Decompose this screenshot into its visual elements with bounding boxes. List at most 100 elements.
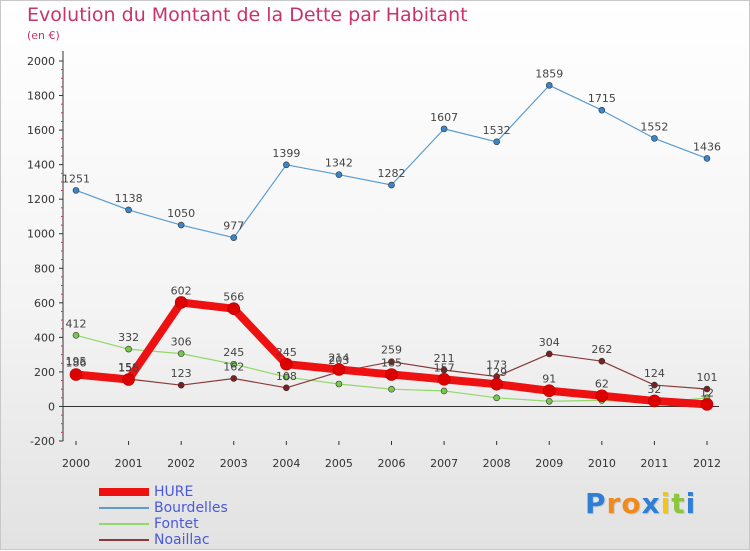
data-label-bourdelles: 1607 (430, 111, 458, 124)
data-label-noaillac: 259 (381, 344, 402, 357)
data-point-hure (280, 357, 293, 371)
data-label-noaillac: 203 (328, 354, 349, 367)
chart-subtitle: (en €) (27, 29, 60, 42)
logo-letter: P (585, 487, 607, 520)
y-tick-label: 600 (34, 297, 55, 310)
legend-swatch (99, 539, 149, 541)
data-label-bourdelles: 1859 (535, 67, 563, 80)
data-label-bourdelles: 1251 (62, 172, 90, 185)
data-point-noaillac (703, 385, 711, 393)
x-tick-label: 2007 (430, 457, 458, 470)
x-tick-label: 2012 (693, 457, 721, 470)
data-label-bourdelles: 1342 (325, 157, 353, 170)
data-point-noaillac (651, 381, 658, 389)
data-point-hure (542, 384, 556, 398)
data-label-fontet: 412 (66, 317, 87, 330)
x-tick-label: 2005 (325, 457, 353, 470)
chart-title: Evolution du Montant de la Dette par Hab… (27, 4, 468, 26)
data-label-noaillac: 124 (644, 367, 665, 380)
data-point-bourdelles (703, 155, 711, 162)
logo-letter: t (671, 487, 686, 520)
data-point-bourdelles (651, 135, 658, 142)
y-tick-label: 200 (34, 366, 55, 379)
data-point-noaillac (598, 357, 606, 365)
data-label-noaillac: 304 (539, 336, 560, 349)
y-tick-label: 1200 (27, 193, 55, 206)
logo-letter: r (606, 487, 622, 520)
data-point-fontet (177, 350, 185, 357)
data-label-hure: 602 (171, 284, 192, 297)
data-label-hure: 129 (486, 366, 507, 379)
data-point-bourdelles (72, 187, 80, 194)
data-point-fontet (72, 331, 80, 339)
data-point-fontet (230, 360, 238, 368)
data-label-noaillac: 173 (486, 359, 507, 372)
data-point-hure (122, 373, 135, 386)
data-label-noaillac: 262 (591, 343, 612, 356)
data-point-hure (227, 302, 241, 315)
data-point-hure (332, 363, 346, 376)
data-label-hure: 566 (223, 291, 244, 304)
legend-label: HURE (154, 484, 194, 500)
data-point-bourdelles (125, 206, 132, 214)
x-tick-label: 2008 (483, 457, 511, 470)
y-tick-label: 1800 (27, 90, 55, 103)
data-label-fontet: 306 (171, 336, 192, 349)
data-label-bourdelles: 1138 (115, 192, 143, 205)
y-tick-label: 400 (34, 331, 55, 344)
logo-letter: i (685, 487, 697, 520)
x-tick-label: 2010 (588, 457, 616, 470)
data-label-fontet: 332 (118, 331, 139, 344)
data-label-hure: 62 (595, 378, 609, 391)
logo-letter: x (641, 487, 661, 520)
data-point-fontet (283, 373, 290, 381)
data-label-fontet: 245 (223, 346, 244, 359)
data-point-hure (69, 368, 83, 381)
data-point-bourdelles (598, 106, 606, 114)
data-label-hure: 185 (381, 357, 402, 370)
legend-label: Fontet (154, 516, 199, 532)
y-tick-label: 800 (34, 262, 55, 275)
data-point-noaillac (388, 358, 395, 366)
legend-label: Bourdelles (154, 500, 228, 516)
data-point-hure (437, 373, 451, 386)
y-tick-label: 0 (48, 400, 55, 413)
data-label-bourdelles: 1552 (640, 120, 668, 133)
x-tick-label: 2002 (167, 457, 195, 470)
y-tick-label: 1000 (27, 228, 55, 241)
data-label-hure: 157 (434, 361, 455, 374)
data-point-bourdelles (230, 234, 238, 241)
data-point-hure (595, 389, 609, 403)
x-tick-label: 2009 (535, 457, 563, 470)
data-point-noaillac (177, 381, 185, 389)
data-label-bourdelles: 1282 (378, 167, 406, 180)
data-label-bourdelles: 1532 (483, 124, 511, 137)
data-label-hure: 156 (118, 362, 139, 375)
data-point-noaillac (230, 375, 238, 382)
data-point-bourdelles (388, 181, 395, 189)
data-label-hure: 32 (647, 383, 661, 396)
data-label-hure: 186 (66, 357, 87, 370)
data-label-bourdelles: 1399 (272, 147, 300, 160)
data-label-bourdelles: 1436 (693, 140, 721, 153)
data-label-noaillac: 211 (434, 352, 455, 365)
data-label-hure: 12 (700, 386, 714, 399)
data-point-fontet (545, 397, 553, 405)
data-point-bourdelles (545, 82, 553, 89)
data-point-hure (700, 398, 714, 411)
data-label-noaillac: 162 (223, 360, 244, 373)
data-label-noaillac: 108 (276, 370, 297, 383)
logo-letter: o (621, 487, 642, 520)
data-point-bourdelles (335, 171, 343, 178)
data-point-bourdelles (283, 161, 290, 169)
data-label-bourdelles: 1050 (167, 207, 195, 220)
data-point-fontet (335, 380, 343, 388)
data-point-fontet (388, 385, 395, 393)
data-label-hure: 91 (542, 373, 556, 386)
legend-swatch (99, 507, 149, 509)
y-tick-label: 1600 (27, 124, 55, 137)
y-tick-label: -200 (30, 435, 55, 448)
x-tick-label: 2001 (115, 457, 143, 470)
logo-letter: i (660, 487, 672, 520)
data-point-bourdelles (493, 138, 500, 146)
